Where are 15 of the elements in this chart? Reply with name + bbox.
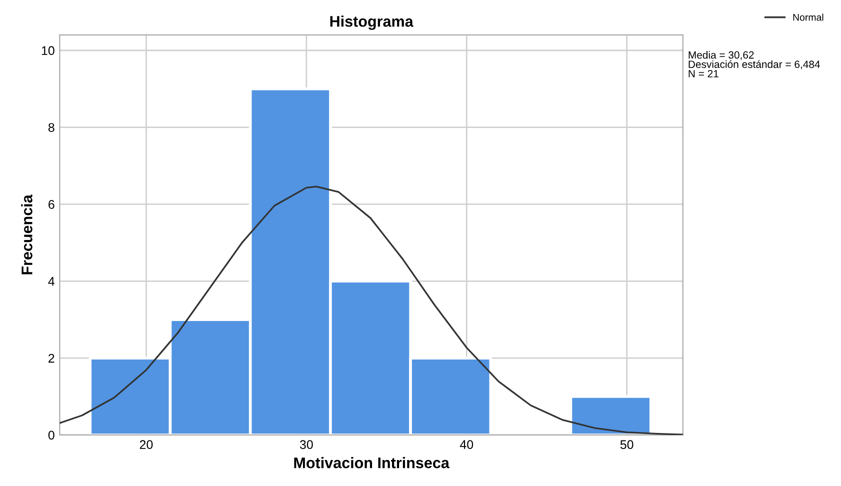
x-tick-label: 20 (140, 440, 153, 450)
x-tick-label: 50 (620, 440, 634, 450)
y-tick-label: 4 (48, 277, 54, 286)
y-tick-label: 8 (48, 123, 54, 132)
y-tick-label: 2 (48, 354, 54, 363)
text: Media = 30,62 Desviación estándar = 6,484 N = 21 (688, 51, 820, 78)
x-axis-title: Motivacion Intrinseca (294, 457, 450, 468)
y-tick-label: 6 (48, 200, 54, 209)
x-tick-label: 40 (460, 440, 474, 450)
chart-title: Histograma (330, 16, 414, 30)
y-tick-label: 10 (42, 46, 54, 56)
legend-label: Normal (793, 14, 824, 21)
y-axis-title: Frecuencia (21, 194, 32, 274)
y-tick-label: 0 (48, 430, 54, 440)
x-tick-label: 30 (300, 440, 313, 450)
